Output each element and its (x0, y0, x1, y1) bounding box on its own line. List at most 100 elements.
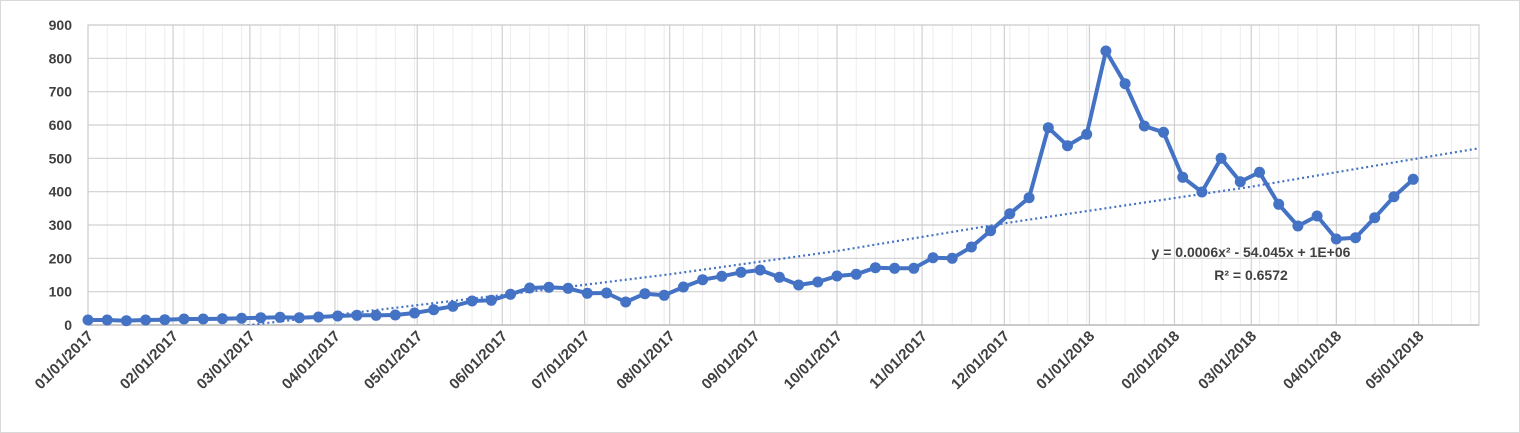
trendline (236, 147, 1480, 325)
data-point (562, 282, 574, 294)
data-point (159, 314, 171, 326)
data-point (1177, 171, 1189, 183)
data-point (946, 252, 958, 264)
data-point (620, 296, 632, 308)
data-point (485, 294, 497, 306)
data-point (543, 281, 555, 293)
data-point (274, 311, 286, 323)
data-point (351, 309, 363, 321)
data-point (1350, 232, 1361, 244)
data-point (140, 314, 152, 326)
trendline-equation: y = 0.0006x² - 54.045x + 1E+06 (1152, 244, 1351, 260)
data-series (82, 45, 1419, 327)
data-point (850, 268, 862, 280)
data-point (466, 295, 478, 307)
data-point (1292, 220, 1304, 232)
data-point (524, 282, 536, 294)
data-point (1138, 120, 1150, 132)
data-point (1369, 212, 1381, 224)
trendline-curve (236, 147, 1480, 325)
data-point (735, 266, 747, 278)
data-point (101, 314, 113, 326)
y-tick-label: 500 (49, 150, 73, 166)
y-tick-label: 800 (49, 50, 73, 66)
data-point (697, 274, 709, 286)
y-tick-label: 200 (49, 250, 73, 266)
data-point (178, 313, 190, 325)
data-point (1158, 126, 1169, 138)
x-tick-label: 05/01/2018 (1362, 328, 1427, 393)
data-point (1100, 45, 1112, 57)
x-tick-label: 11/01/2017 (866, 328, 931, 393)
x-tick-label: 02/01/2017 (117, 328, 182, 393)
data-point (658, 289, 670, 301)
x-tick-label: 10/01/2017 (781, 328, 846, 393)
data-point (1196, 186, 1208, 198)
data-point (1215, 152, 1227, 164)
data-point (82, 314, 94, 326)
data-point (216, 313, 228, 325)
data-point (889, 262, 901, 274)
y-tick-label: 700 (49, 84, 73, 100)
y-tick-label: 0 (64, 317, 72, 333)
x-tick-label: 06/01/2017 (446, 328, 511, 393)
data-point (428, 304, 440, 316)
x-tick-label: 04/01/2017 (279, 328, 344, 393)
x-tick-label: 09/01/2017 (698, 328, 763, 393)
x-tick-label: 12/01/2017 (948, 328, 1013, 393)
x-tick-label: 08/01/2017 (613, 328, 678, 393)
data-point (236, 312, 248, 324)
data-point (1004, 208, 1016, 220)
x-tick-label: 01/01/2017 (32, 328, 97, 393)
data-point (293, 312, 305, 324)
x-axis-tick-labels: 01/01/2017 02/01/2017 03/01/2017 04/01/2017… (32, 328, 1428, 393)
data-point (677, 281, 689, 293)
data-point (389, 309, 401, 321)
series-line (86, 49, 1416, 323)
x-tick-label: 01/01/2018 (1033, 328, 1098, 393)
data-point (1311, 210, 1323, 222)
data-point (985, 225, 997, 237)
data-point (332, 310, 344, 322)
data-point (1254, 166, 1265, 178)
x-tick-label: 03/01/2017 (194, 328, 259, 393)
x-tick-label: 05/01/2017 (361, 328, 426, 393)
data-point (831, 270, 843, 282)
y-tick-label: 300 (49, 217, 73, 233)
data-point (447, 300, 459, 312)
data-point (370, 309, 382, 321)
x-tick-label: 03/01/2018 (1195, 328, 1260, 393)
data-point (716, 270, 728, 282)
data-point (1273, 198, 1285, 210)
data-point (793, 279, 805, 291)
data-point (965, 241, 977, 253)
data-point (505, 288, 516, 300)
y-tick-label: 400 (49, 184, 73, 200)
trendline-equation-box: y = 0.0006x² - 54.045x + 1E+06 R² = 0.65… (1152, 244, 1351, 283)
data-point (1081, 128, 1093, 140)
data-point (639, 288, 651, 300)
x-tick-label: 04/01/2018 (1280, 328, 1345, 393)
y-tick-label: 600 (49, 117, 73, 133)
data-point (869, 262, 881, 274)
trendline-r-squared: R² = 0.6572 (1214, 267, 1288, 283)
data-point (927, 252, 939, 264)
data-point (1062, 140, 1073, 152)
x-tick-label: 02/01/2018 (1118, 328, 1183, 393)
data-point (255, 312, 267, 324)
data-point (581, 287, 593, 299)
data-point (1388, 191, 1400, 203)
data-point (1234, 176, 1246, 188)
y-axis-tick-labels: 0 100 200 300 400 500 600 700 800 900 (49, 17, 73, 333)
data-point (313, 311, 324, 323)
data-point (197, 313, 209, 325)
data-point (754, 264, 766, 276)
data-point (1330, 233, 1342, 245)
data-point (1407, 173, 1419, 185)
data-point (1042, 122, 1054, 134)
y-tick-label: 100 (49, 284, 73, 300)
data-point (409, 307, 420, 319)
data-point (908, 262, 920, 274)
